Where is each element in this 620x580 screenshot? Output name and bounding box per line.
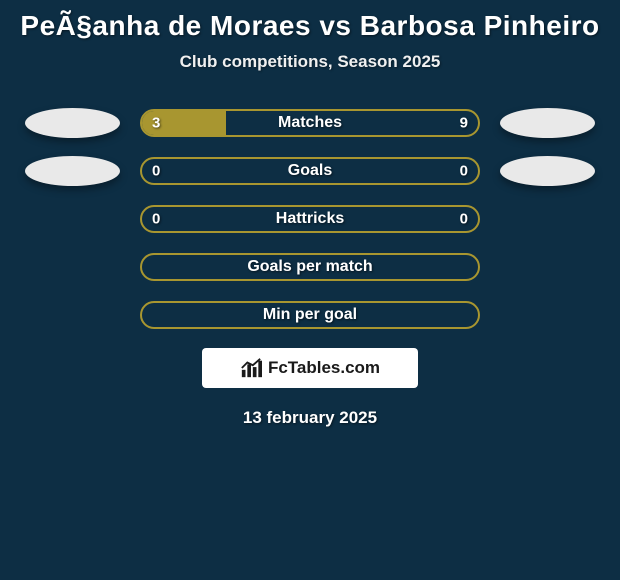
stat-label: Matches [278, 114, 342, 132]
stat-value-left: 0 [152, 211, 160, 228]
stat-row: 0 0 Goals [0, 156, 620, 186]
stat-label: Goals [288, 162, 332, 180]
team-badge-right [500, 156, 595, 186]
stat-row: Min per goal [0, 300, 620, 330]
stat-bar: Goals per match [140, 253, 480, 281]
page-title: PeÃ§anha de Moraes vs Barbosa Pinheiro [0, 10, 620, 42]
stat-value-left: 3 [152, 115, 160, 132]
team-badge-left [25, 156, 120, 186]
comparison-rows: 3 9 Matches 0 0 Goals 0 0 Hattricks Goals per mat… [0, 108, 620, 330]
stat-row: 3 9 Matches [0, 108, 620, 138]
stat-bar: Min per goal [140, 301, 480, 329]
page-subtitle: Club competitions, Season 2025 [0, 52, 620, 72]
bar-chart-icon [240, 357, 262, 379]
stat-label: Goals per match [247, 258, 372, 276]
stat-value-left: 0 [152, 163, 160, 180]
stat-label: Min per goal [263, 306, 357, 324]
stat-bar: 3 9 Matches [140, 109, 480, 137]
team-badge-right [500, 108, 595, 138]
stat-value-right: 9 [460, 115, 468, 132]
stat-label: Hattricks [276, 210, 344, 228]
stat-value-right: 0 [460, 163, 468, 180]
watermark-text: FcTables.com [268, 358, 380, 378]
team-badge-left [25, 108, 120, 138]
watermark-badge: FcTables.com [202, 348, 418, 388]
stat-row: 0 0 Hattricks [0, 204, 620, 234]
stat-value-right: 0 [460, 211, 468, 228]
date-text: 13 february 2025 [0, 408, 620, 428]
stat-row: Goals per match [0, 252, 620, 282]
stat-bar: 0 0 Hattricks [140, 205, 480, 233]
stat-bar: 0 0 Goals [140, 157, 480, 185]
